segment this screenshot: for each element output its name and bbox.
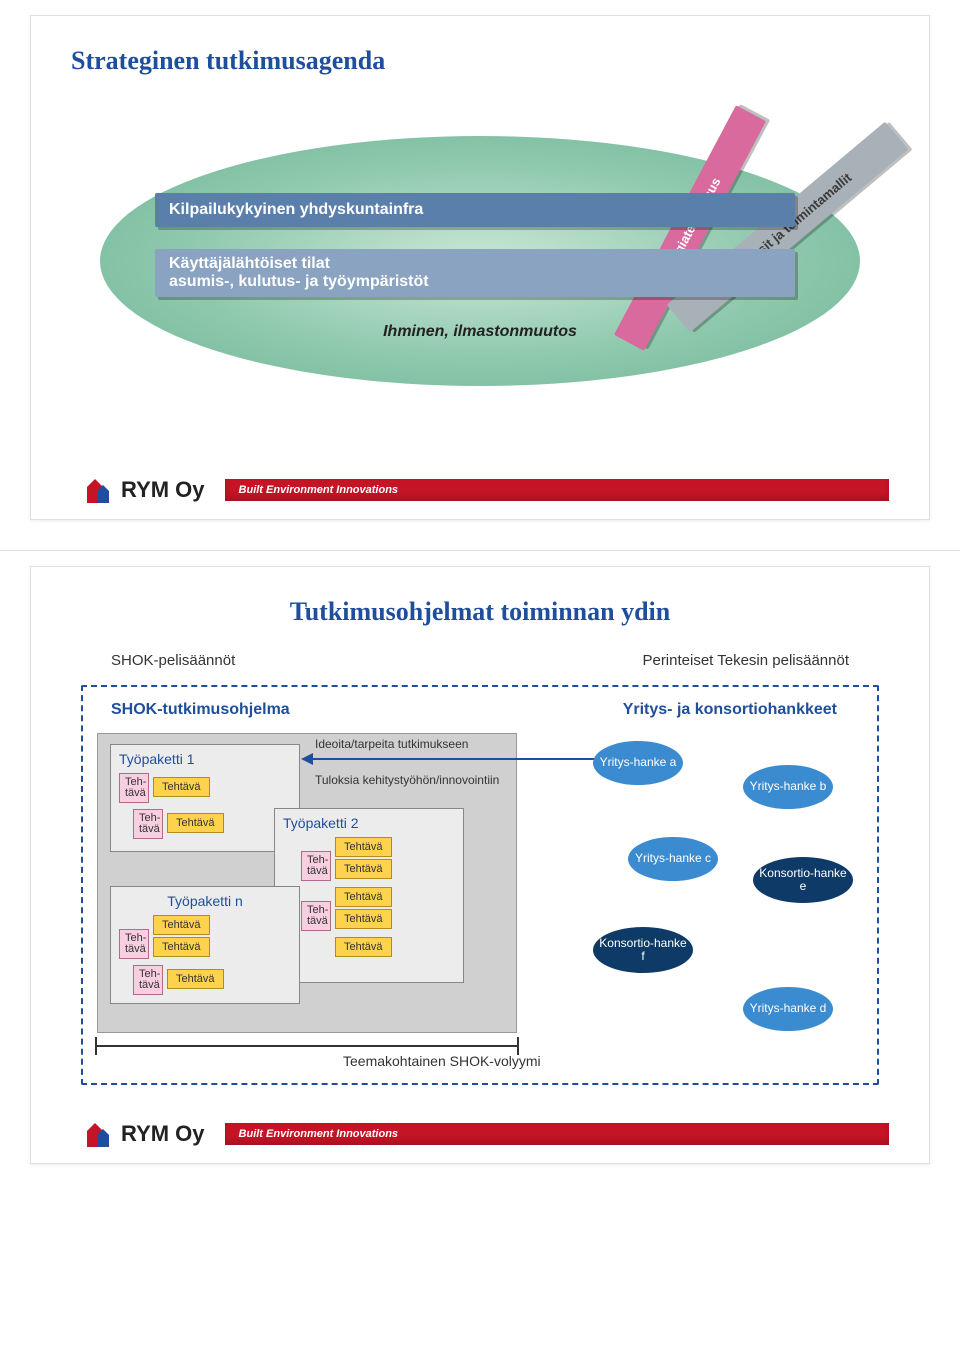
wp-n: Työpaketti n Teh-tävä Tehtävä Tehtävä Te…	[110, 886, 300, 1004]
oval-caption: Ihminen, ilmastonmuutos	[100, 323, 860, 341]
subhead-right: Perinteiset Tekesin pelisäännöt	[642, 652, 849, 669]
slide-2: Tutkimusohjelmat toiminnan ydin SHOK-pel…	[30, 566, 930, 1164]
wp-1-title: Työpaketti 1	[119, 751, 291, 767]
flow-text-down: Tuloksia kehitystyöhön/innovointiin	[315, 773, 499, 787]
ellipse-b: Yritys-hanke b	[743, 765, 833, 809]
footer-1: RYM Oy Built Environment Innovations	[71, 461, 889, 519]
hbar-2: Käyttäjälähtöiset tilat asumis-, kulutus…	[155, 249, 795, 297]
footer-logo: RYM Oy	[71, 475, 205, 505]
subhead-row: SHOK-pelisäännöt Perinteiset Tekesin pel…	[111, 652, 849, 669]
task-pink-6: Teh-tävä	[133, 965, 163, 995]
wp-n-title: Työpaketti n	[119, 893, 291, 909]
task-yellow-9: Tehtävä	[153, 937, 210, 957]
task-yellow-1: Tehtävä	[153, 777, 210, 797]
volume-tick-l	[95, 1037, 97, 1055]
logo-icon	[81, 475, 115, 505]
task-yellow-4: Tehtävä	[335, 859, 392, 879]
footer-tagline-2: Built Environment Innovations	[239, 1128, 399, 1140]
footer-brand: RYM Oy	[121, 477, 205, 503]
wp-1: Työpaketti 1 Teh-tävä Tehtävä Teh-tävä T…	[110, 744, 300, 852]
wp-2-title: Työpaketti 2	[283, 815, 455, 831]
col-head-left: SHOK-tutkimusohjelma	[111, 701, 290, 719]
footer-brand-2: RYM Oy	[121, 1121, 205, 1147]
subhead-left: SHOK-pelisäännöt	[111, 652, 235, 669]
task-pink-4: Teh-tävä	[301, 901, 331, 931]
hbar-1: Kilpailukykyinen yhdyskuntainfra	[155, 193, 795, 227]
flow-text-up: Ideoita/tarpeita tutkimukseen	[315, 737, 468, 751]
task-pink-3: Teh-tävä	[301, 851, 331, 881]
hbar-2-main: Käyttäjälähtöiset tilat	[169, 255, 781, 273]
ellipse-c: Yritys-hanke c	[628, 837, 718, 881]
hbar-1-text: Kilpailukykyinen yhdyskuntainfra	[169, 201, 423, 218]
task-yellow-8: Tehtävä	[153, 915, 210, 935]
footer-bar-2: Built Environment Innovations	[225, 1123, 889, 1145]
task-pink-2: Teh-tävä	[133, 809, 163, 839]
arrow-line	[313, 758, 613, 760]
ellipse-f: Konsortio-hanke f	[593, 927, 693, 973]
volume-label: Teemakohtainen SHOK-volyymi	[343, 1053, 541, 1069]
task-yellow-2: Tehtävä	[167, 813, 224, 833]
footer-logo-2: RYM Oy	[71, 1119, 205, 1149]
task-yellow-3: Tehtävä	[335, 837, 392, 857]
slide-divider	[0, 550, 960, 551]
footer-bar-1: Built Environment Innovations	[225, 479, 889, 501]
dashed-container: SHOK-tutkimusohjelma Yritys- ja konsorti…	[81, 685, 879, 1085]
logo-icon-2	[81, 1119, 115, 1149]
task-yellow-7: Tehtävä	[335, 937, 392, 957]
footer-2: RYM Oy Built Environment Innovations	[71, 1105, 889, 1163]
arrow-head	[301, 753, 313, 765]
task-yellow-6: Tehtävä	[335, 909, 392, 929]
task-pink-5: Teh-tävä	[119, 929, 149, 959]
slide-title-2: Tutkimusohjelmat toiminnan ydin	[71, 597, 889, 627]
ellipse-a: Yritys-hanke a	[593, 741, 683, 785]
hbar-2-sub: asumis-, kulutus- ja työympäristöt	[169, 273, 781, 291]
task-yellow-5: Tehtävä	[335, 887, 392, 907]
oval-diagram: Energiatehokkuus Prosessit ja toimintama…	[100, 101, 860, 401]
task-yellow-10: Tehtävä	[167, 969, 224, 989]
footer-tagline-1: Built Environment Innovations	[239, 484, 399, 496]
slide-title-1: Strateginen tutkimusagenda	[71, 46, 889, 76]
task-pink-1: Teh-tävä	[119, 773, 149, 803]
volume-span	[97, 1045, 517, 1047]
ellipse-e: Konsortio-hanke e	[753, 857, 853, 903]
slide-1: Strateginen tutkimusagenda Energiatehokk…	[30, 15, 930, 520]
ellipse-d: Yritys-hanke d	[743, 987, 833, 1031]
wp-2: Työpaketti 2 Teh-tävä Tehtävä Tehtävä Te…	[274, 808, 464, 983]
column-headings: SHOK-tutkimusohjelma Yritys- ja konsorti…	[93, 701, 867, 729]
col-head-right: Yritys- ja konsortiohankkeet	[623, 701, 837, 719]
